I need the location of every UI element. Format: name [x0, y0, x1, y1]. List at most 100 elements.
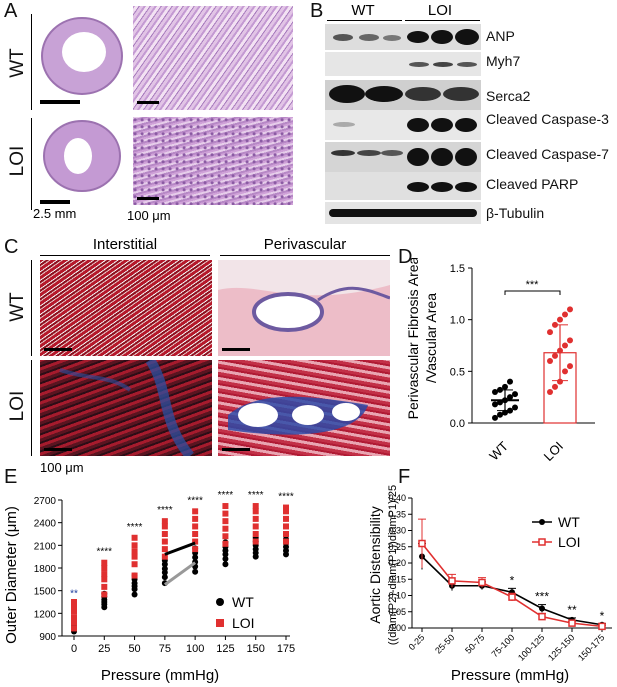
data-point	[161, 523, 168, 530]
tick-label: 125	[216, 643, 234, 655]
data-point	[192, 515, 199, 522]
significance-bracket	[504, 290, 561, 295]
scale-bar	[137, 197, 159, 200]
tick-label: 25-50	[433, 632, 456, 655]
data-point	[222, 533, 229, 540]
tick-label: 1500	[34, 587, 57, 598]
data-point	[131, 534, 138, 541]
data-point	[567, 306, 573, 313]
significance-label: ****	[218, 490, 234, 501]
tick-label: 0.20	[388, 558, 406, 568]
data-point	[71, 625, 77, 632]
data-point	[192, 554, 199, 561]
data-point	[512, 391, 518, 398]
significance-label: ***	[526, 279, 540, 291]
data-point	[101, 576, 108, 583]
he-micrograph-loi	[133, 117, 293, 205]
data-point	[131, 553, 138, 560]
tick-label: 0.25	[388, 542, 406, 552]
fit-line	[164, 541, 196, 556]
data-point	[222, 561, 229, 568]
data-point	[502, 383, 508, 390]
data-point	[131, 561, 138, 568]
significance-label: ****	[127, 522, 143, 533]
data-point	[448, 577, 456, 585]
data-point	[567, 337, 573, 344]
data-point	[192, 568, 199, 575]
data-point	[598, 622, 606, 631]
blot-label: β-Tubulin	[486, 205, 545, 221]
group-label-loi: LOI	[427, 2, 453, 19]
data-point	[101, 565, 108, 571]
tick-label: 0.30	[388, 526, 406, 536]
data-point	[492, 401, 498, 408]
trichrome-perivascular-wt	[218, 260, 390, 356]
scale-bar	[137, 101, 159, 104]
blot-anp	[325, 24, 481, 50]
trichrome-interstitial-wt	[40, 260, 212, 356]
x-axis-label: Pressure (mmHg)	[451, 667, 569, 684]
data-point	[71, 608, 77, 615]
legend-marker-loi	[538, 538, 546, 546]
tick-label: 50	[128, 643, 140, 655]
data-point	[502, 397, 508, 404]
row-label-loi: LOI	[7, 145, 28, 177]
tick-label: 75	[159, 643, 171, 655]
data-point	[538, 612, 546, 621]
data-point	[192, 538, 199, 545]
scale-bar	[40, 200, 70, 204]
significance-label: **	[70, 589, 78, 600]
tick-label: 900	[39, 632, 56, 643]
blot-serca2	[325, 80, 481, 110]
blot-label: ANP	[486, 28, 515, 44]
fit-line	[163, 561, 197, 586]
significance-label: ****	[96, 547, 112, 558]
x-tick-label: LOI	[541, 439, 566, 464]
blot-tubulin	[325, 202, 481, 224]
data-point	[101, 571, 108, 578]
scale-bar	[222, 348, 250, 351]
data-point	[161, 518, 168, 525]
trichrome-perivascular-loi	[218, 360, 390, 456]
data-point	[507, 407, 513, 414]
data-point	[252, 515, 259, 522]
panel-label-b: B	[310, 0, 324, 22]
data-point	[492, 414, 498, 421]
tick-label: 25	[98, 643, 110, 655]
scale-bar	[222, 448, 250, 451]
panel-label-e: E	[4, 466, 18, 488]
tick-label: 150	[247, 643, 265, 655]
data-point	[252, 503, 259, 510]
blot-myh7	[325, 52, 481, 76]
data-point	[562, 342, 568, 349]
data-point	[222, 510, 229, 517]
data-point	[539, 605, 545, 612]
data-point	[101, 591, 108, 598]
significance-label: *	[510, 573, 515, 587]
panel-label-a: A	[4, 0, 18, 22]
data-point	[502, 409, 508, 416]
data-point	[252, 538, 259, 545]
data-point	[131, 572, 138, 579]
legend-label: WT	[232, 594, 254, 610]
data-point	[192, 531, 199, 537]
tick-label: 1800	[34, 564, 57, 575]
data-point	[283, 523, 289, 530]
he-micrograph-wt	[133, 6, 293, 110]
x-tick-label: WT	[486, 438, 511, 463]
data-point	[252, 523, 259, 530]
data-point	[557, 316, 563, 323]
data-point	[71, 619, 77, 626]
data-point	[161, 553, 168, 560]
blot-label: Serca2	[486, 88, 531, 104]
data-point	[547, 329, 553, 336]
x-axis-label: Pressure (mmHg)	[101, 667, 219, 684]
data-point	[252, 531, 259, 537]
tick-label: 50-75	[463, 632, 486, 655]
y-axis-label: Aortic Distensibility	[367, 506, 383, 623]
row-label-wt: WT	[7, 48, 28, 78]
legend-marker-wt	[539, 519, 545, 525]
significance-label: **	[567, 603, 577, 617]
y-axis-label: Perivascular Fibrosis Area	[405, 258, 421, 419]
data-point	[497, 399, 503, 406]
